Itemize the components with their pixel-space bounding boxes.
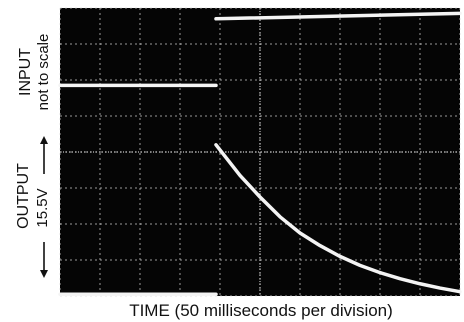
input-note: not to scale xyxy=(35,34,52,111)
output-scale-arrow xyxy=(40,136,48,278)
output-scale-label: 15.5V xyxy=(34,188,51,227)
output-decay-trace xyxy=(214,143,462,294)
input-label: INPUT xyxy=(17,48,34,96)
input-high-trace xyxy=(214,11,462,21)
trace-layer xyxy=(58,11,462,296)
grid-layer xyxy=(59,7,461,297)
output-label: OUTPUT xyxy=(15,163,32,229)
x-axis-label: TIME (50 milliseconds per division) xyxy=(129,301,393,320)
